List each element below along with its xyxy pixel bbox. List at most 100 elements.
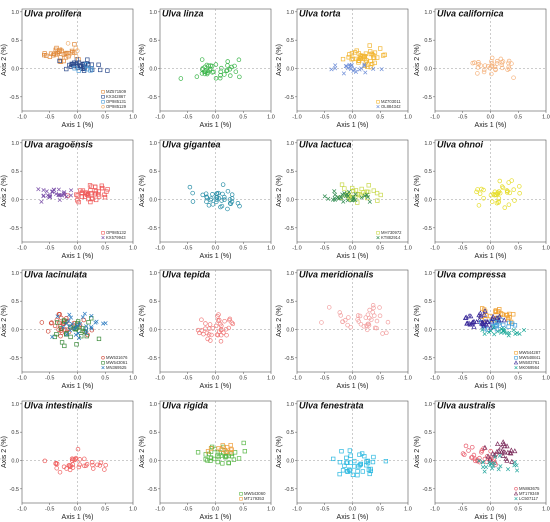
x-tick-label: 0.0 bbox=[211, 115, 219, 121]
data-point bbox=[480, 195, 486, 200]
data-point bbox=[492, 66, 498, 72]
data-point bbox=[242, 448, 247, 453]
scatter-panel: -1.0 -0.5 0.0 0.5 1.0 1.0 0.5 0.0 -0.5 Axis 1 (%)… bbox=[413, 392, 550, 522]
data-point bbox=[506, 320, 511, 326]
x-tick-label: -0.5 bbox=[183, 506, 192, 512]
y-tick-label: 1.0 bbox=[149, 271, 157, 277]
data-point bbox=[42, 52, 47, 58]
data-point bbox=[484, 453, 491, 458]
data-point bbox=[207, 322, 212, 327]
x-tick-label: -0.5 bbox=[45, 506, 54, 512]
data-point bbox=[55, 320, 60, 325]
data-point bbox=[82, 311, 87, 316]
data-point bbox=[67, 467, 73, 472]
data-point bbox=[498, 311, 503, 316]
data-point bbox=[56, 192, 61, 197]
data-point bbox=[511, 447, 517, 453]
data-point bbox=[475, 61, 481, 67]
data-point bbox=[53, 460, 59, 465]
data-point bbox=[79, 334, 84, 339]
data-point bbox=[95, 462, 100, 467]
data-point bbox=[198, 317, 204, 322]
data-point bbox=[72, 50, 77, 55]
data-point bbox=[227, 316, 232, 322]
data-point bbox=[499, 62, 504, 68]
x-axis-label: Axis 1 (%) bbox=[337, 514, 369, 521]
legend-label: MW543061 bbox=[106, 360, 128, 365]
x-axis-label: Axis 1 (%) bbox=[474, 514, 506, 521]
data-point bbox=[347, 467, 353, 473]
y-tick-label: -0.5 bbox=[422, 486, 431, 492]
panel-title: Ulva australis bbox=[437, 400, 496, 410]
data-point bbox=[201, 69, 206, 74]
data-point bbox=[64, 331, 69, 336]
data-point bbox=[199, 57, 204, 62]
data-point bbox=[89, 326, 94, 331]
data-point bbox=[485, 63, 490, 69]
data-point bbox=[506, 311, 511, 317]
data-point bbox=[359, 195, 364, 200]
y-tick-label: -0.5 bbox=[147, 486, 156, 492]
y-axis-label: Axis 2 (%) bbox=[276, 175, 283, 207]
panel-title: Ulva linza bbox=[162, 9, 204, 19]
data-point bbox=[355, 199, 360, 205]
data-point bbox=[356, 463, 361, 469]
data-point bbox=[352, 458, 357, 463]
data-point bbox=[76, 335, 82, 341]
legend-marker bbox=[238, 491, 243, 496]
x-tick-label: -1.0 bbox=[430, 115, 439, 121]
data-point bbox=[384, 330, 389, 336]
data-point bbox=[330, 197, 336, 202]
data-point bbox=[223, 68, 229, 74]
legend-label: MH730972 bbox=[381, 230, 402, 235]
data-point bbox=[55, 314, 60, 319]
panel-title: Ulva tepida bbox=[162, 270, 210, 280]
data-point bbox=[499, 60, 504, 65]
data-point bbox=[228, 201, 233, 206]
x-tick-label: -1.0 bbox=[292, 115, 301, 121]
x-tick-label: -0.5 bbox=[183, 376, 192, 382]
y-tick-label: 1.0 bbox=[149, 140, 157, 146]
scatter-plot: -1.0 -0.5 0.0 0.5 1.0 1.0 0.5 0.0 -0.5 Axis 1 (%)… bbox=[1, 9, 137, 130]
x-tick-label: -1.0 bbox=[292, 506, 301, 512]
y-tick-label: 0.5 bbox=[149, 38, 157, 44]
data-point bbox=[370, 459, 376, 464]
y-tick-label: 0.5 bbox=[11, 299, 19, 305]
data-point bbox=[372, 325, 378, 331]
scatter-plot: -1.0 -0.5 0.0 0.5 1.0 1.0 0.5 0.0 -0.5 Axis 1 (%)… bbox=[139, 9, 275, 130]
data-point bbox=[59, 340, 65, 345]
y-tick-label: 0.0 bbox=[11, 328, 19, 334]
data-point bbox=[194, 74, 199, 79]
data-point bbox=[365, 194, 370, 199]
legend-label: OP985131 bbox=[106, 99, 127, 104]
x-axis-label: Axis 1 (%) bbox=[337, 122, 369, 129]
data-point bbox=[351, 463, 357, 469]
data-point bbox=[82, 194, 88, 199]
data-point bbox=[353, 191, 358, 196]
data-point bbox=[41, 187, 46, 192]
data-point bbox=[66, 462, 72, 468]
data-point bbox=[480, 459, 485, 464]
data-point bbox=[496, 195, 501, 201]
data-point bbox=[73, 455, 79, 460]
data-point bbox=[96, 62, 101, 67]
y-tick-label: -0.5 bbox=[147, 356, 156, 362]
data-point bbox=[498, 448, 504, 454]
data-point bbox=[503, 312, 509, 318]
data-point bbox=[510, 75, 516, 80]
data-point bbox=[206, 202, 211, 208]
data-point bbox=[516, 190, 522, 195]
data-point bbox=[356, 58, 361, 63]
legend-marker bbox=[513, 486, 518, 490]
data-point bbox=[319, 320, 324, 325]
scatter-panel: -1.0 -0.5 0.0 0.5 1.0 1.0 0.5 0.0 -0.5 Axis 1 (%)… bbox=[138, 261, 275, 391]
data-point bbox=[378, 46, 383, 51]
data-point bbox=[339, 182, 345, 187]
x-tick-label: -0.5 bbox=[320, 376, 329, 382]
data-point bbox=[227, 196, 232, 202]
data-point bbox=[229, 447, 234, 452]
legend-marker bbox=[513, 496, 518, 500]
